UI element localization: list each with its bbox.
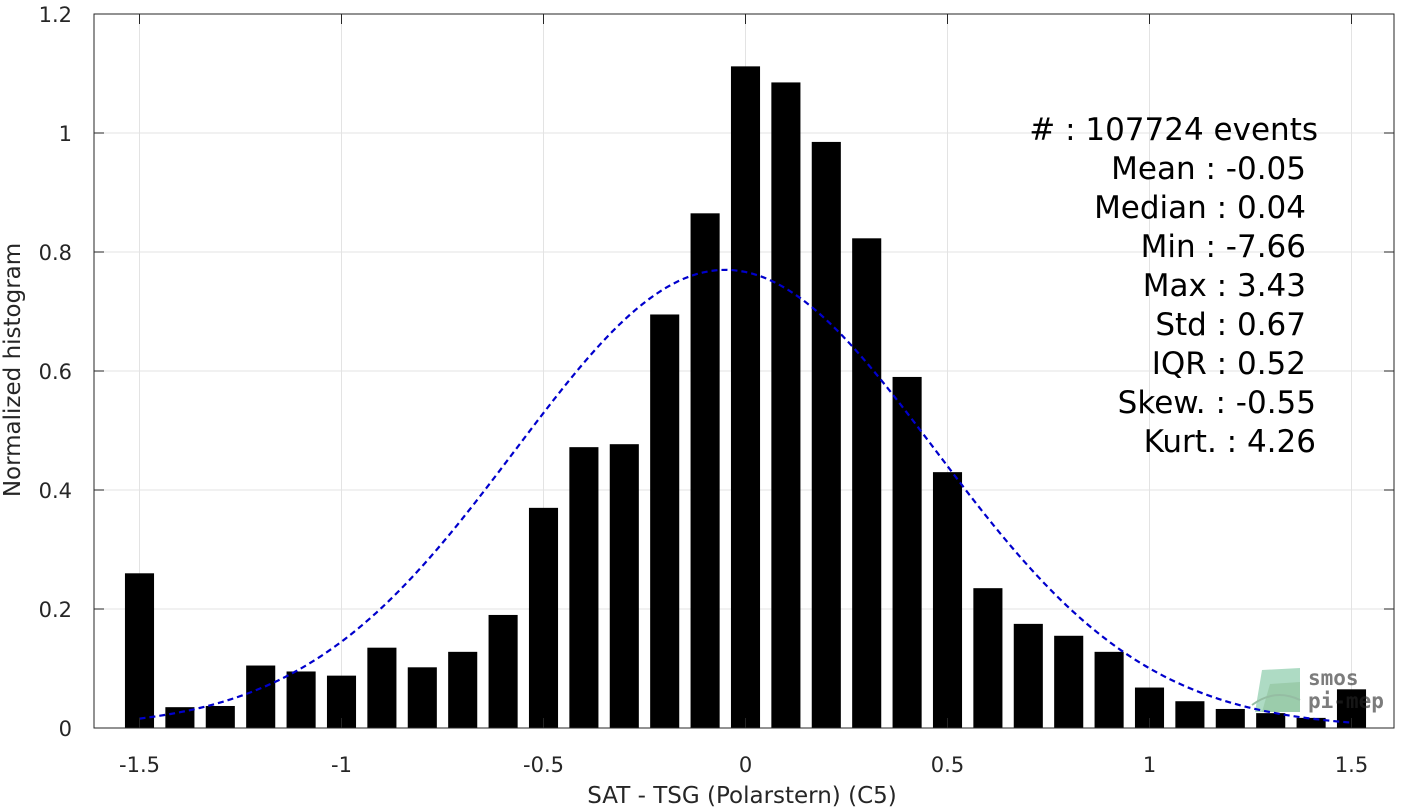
y-tick-label: 0.4 bbox=[39, 479, 72, 503]
histogram-bar bbox=[205, 705, 235, 728]
histogram-bar bbox=[246, 665, 276, 728]
gaussian-fit-curve bbox=[139, 268, 1352, 724]
y-tick-label: 0.8 bbox=[39, 241, 72, 265]
watermark-line-2: pi-mep bbox=[1308, 689, 1384, 713]
histogram-bar bbox=[569, 447, 599, 728]
histogram-bar bbox=[609, 444, 639, 728]
stat-max: Max : 3.43 bbox=[1143, 268, 1306, 304]
x-tick-label: 0 bbox=[739, 753, 752, 777]
smos-pi-mep-logo: smos pi-mep bbox=[1251, 666, 1384, 713]
histogram-bar bbox=[124, 573, 155, 728]
histogram-bar bbox=[730, 66, 761, 729]
histogram-bar bbox=[1013, 623, 1043, 728]
histogram-bar bbox=[286, 671, 316, 728]
histogram-bar bbox=[1175, 701, 1205, 728]
bars bbox=[124, 66, 1367, 729]
stat-mean: Mean : -0.05 bbox=[1111, 151, 1306, 187]
stat-median: Median : 0.04 bbox=[1094, 190, 1306, 226]
histogram-bar bbox=[811, 141, 841, 729]
logo-waves-icon bbox=[1251, 668, 1301, 712]
axes-frame bbox=[93, 13, 1395, 729]
histogram-bar bbox=[165, 707, 195, 728]
stat-events: # : 107724 events bbox=[1029, 112, 1318, 148]
x-tick-label: 0.5 bbox=[931, 753, 964, 777]
x-tick-labels: -1.5 -1 -0.5 0 0.5 1 1.5 bbox=[119, 753, 1368, 777]
y-tick-label: 0 bbox=[59, 717, 72, 741]
histogram-bar bbox=[892, 376, 922, 728]
stat-min: Min : -7.66 bbox=[1141, 229, 1306, 265]
histogram-bar bbox=[1054, 635, 1084, 728]
histogram-bar bbox=[1215, 708, 1245, 728]
histogram-bar bbox=[932, 472, 963, 728]
histogram-bar bbox=[367, 647, 397, 728]
histogram-bar bbox=[1256, 713, 1286, 728]
x-tick-label: -0.5 bbox=[523, 753, 564, 777]
stat-kurt: Kurt. : 4.26 bbox=[1144, 424, 1316, 460]
histogram-bar bbox=[973, 588, 1003, 728]
histogram-bar bbox=[771, 82, 801, 729]
histogram-bar bbox=[1296, 717, 1326, 728]
x-tick-label: -1.5 bbox=[119, 753, 160, 777]
histogram-bar bbox=[650, 314, 680, 728]
stat-iqr: IQR : 0.52 bbox=[1152, 346, 1306, 382]
histogram-bar bbox=[448, 651, 478, 728]
stat-std: Std : 0.67 bbox=[1155, 307, 1306, 343]
y-tick-label: 0.6 bbox=[39, 360, 72, 384]
x-axis-label: SAT - TSG (Polarstern) (C5) bbox=[587, 783, 896, 809]
statistics-annotation: # : 107724 events Mean : -0.05 Median : … bbox=[1029, 112, 1318, 460]
histogram-bar bbox=[407, 667, 437, 728]
histogram-bar bbox=[690, 213, 720, 728]
histogram-bar bbox=[852, 238, 882, 728]
y-axis-label: Normalized histogram bbox=[0, 243, 26, 497]
stat-skew: Skew. : -0.55 bbox=[1118, 385, 1316, 421]
y-tick-labels: 0 0.2 0.4 0.6 0.8 1 1.2 bbox=[39, 3, 72, 741]
x-tick-label: 1 bbox=[1143, 753, 1156, 777]
histogram-bar bbox=[528, 507, 559, 728]
histogram-bar bbox=[488, 614, 518, 728]
x-tick-label: 1.5 bbox=[1335, 753, 1368, 777]
x-tick-label: -1 bbox=[331, 753, 352, 777]
histogram-bar bbox=[1094, 651, 1124, 728]
y-tick-label: 0.2 bbox=[39, 598, 72, 622]
y-tick-label: 1 bbox=[59, 122, 72, 146]
watermark-line-1: smos bbox=[1308, 666, 1359, 690]
y-tick-label: 1.2 bbox=[39, 3, 72, 27]
